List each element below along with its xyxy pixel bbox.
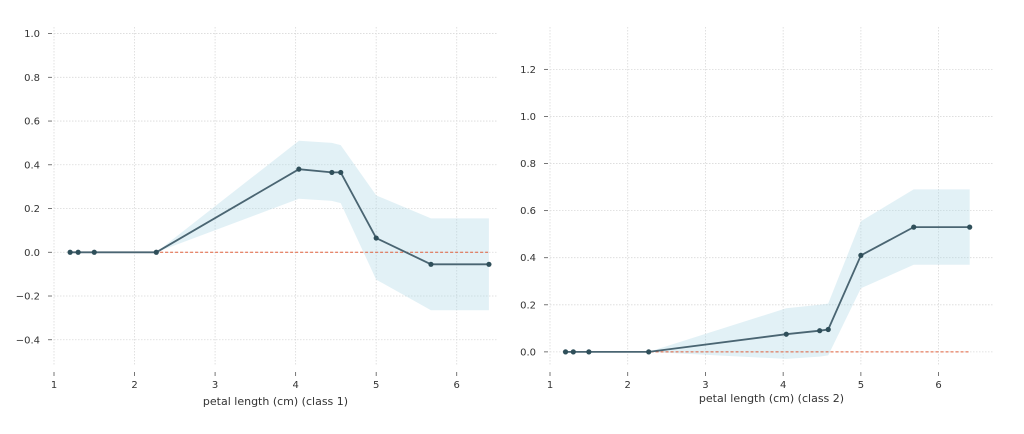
data-point [783,331,789,337]
data-point [562,349,569,355]
chart-panel-class-2: 1 2 3 4 5 6 0.0 0.2 0.4 0.6 0.8 1.0 1.2 petal length … [520,27,993,405]
y-tick-label: 0.4 [24,160,40,171]
data-point [75,249,81,255]
data-point [428,261,434,267]
y-tick-label: 0.6 [24,117,40,128]
y-tick-label: 0.8 [24,73,40,84]
data-point [329,169,335,176]
confidence-band [565,189,970,359]
x-tick-label: 4 [292,380,298,391]
y-tick-label: 0.6 [520,206,536,217]
x-tick-label: 6 [454,380,460,391]
data-point [967,224,973,230]
y-tick-label: −0.2 [16,292,40,303]
y-tick-label: 0.8 [520,159,536,170]
y-tick-label: 0.2 [24,204,40,215]
data-point [338,169,344,176]
data-point [911,224,917,230]
y-tick-label: 1.0 [520,112,536,123]
y-tick-label: 0.4 [520,253,536,264]
data-point [858,252,864,258]
chart-panel-class-1: 1 2 3 4 5 6 −0.4 −0.2 0.0 0.2 0.4 0.6 0.8 1.0 petal le… [16,27,497,408]
x-axis-label: petal length (cm) (class 2) [699,392,844,405]
x-tick-label: 6 [935,380,941,391]
y-tick-label: 0.2 [520,300,536,311]
y-tick-label: 1.2 [520,65,536,76]
x-tick-label: 1 [51,380,57,391]
data-point [296,166,302,172]
data-point [825,326,831,333]
data-point [646,349,652,355]
data-point [486,261,492,267]
x-tick-label: 3 [212,380,218,391]
data-point [570,349,576,355]
data-point [91,249,97,255]
data-point [586,349,592,355]
confidence-band [70,140,489,311]
partial-dependence-line [70,168,489,266]
x-tick-label: 1 [547,380,553,391]
data-point [67,249,73,255]
x-tick-label: 4 [780,380,786,391]
x-axis-label: petal length (cm) (class 1) [203,395,348,408]
data-point [817,328,823,334]
data-point [153,249,159,255]
x-tick-label: 5 [373,380,379,391]
partial-dependence-line [565,226,970,353]
y-tick-label: −0.4 [16,335,40,346]
x-tick-label: 3 [702,380,708,391]
x-tick-label: 2 [131,380,137,391]
data-point [373,235,379,241]
x-tick-label: 2 [625,380,631,391]
x-tick-label: 5 [858,380,864,391]
y-tick-label: 1.0 [24,29,40,40]
y-tick-label: 0.0 [520,347,536,358]
y-tick-label: 0.0 [24,248,40,259]
